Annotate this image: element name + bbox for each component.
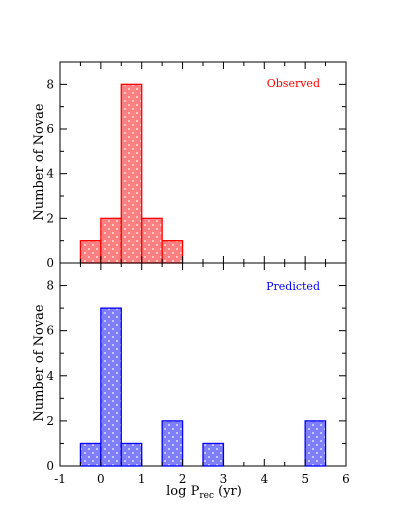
x-ticks-observed bbox=[59, 62, 347, 263]
x-axis-label-subscript: rec bbox=[199, 491, 214, 501]
y-tick-label: 4 bbox=[46, 167, 54, 181]
y-tick-label: 0 bbox=[46, 459, 54, 473]
y-axis-label-observed: Number of Novae bbox=[32, 103, 47, 221]
x-tick-label: 2 bbox=[179, 472, 187, 486]
histogram-bar-predicted-5 bbox=[304, 420, 327, 467]
y-tick-label: 6 bbox=[46, 324, 54, 338]
bars-predicted bbox=[79, 307, 327, 467]
y-tick-label: 0 bbox=[46, 256, 54, 270]
histogram-bar-observed-0 bbox=[79, 240, 102, 264]
x-axis-label: log Prec (yr) bbox=[166, 484, 242, 501]
y-tick-label: 8 bbox=[46, 279, 54, 293]
histogram-bar-predicted-4 bbox=[202, 442, 225, 467]
y-ticks-observed: 0 2 4 6 8 bbox=[46, 61, 346, 270]
legend-observed: Observed bbox=[267, 77, 320, 90]
histogram-bar-predicted-3 bbox=[161, 420, 184, 467]
bars-observed bbox=[79, 83, 184, 264]
y-tick-label: 2 bbox=[46, 414, 54, 428]
y-tick-label: 6 bbox=[46, 122, 54, 136]
y-axis-label-predicted: Number of Novae bbox=[32, 304, 47, 422]
x-axis-label-main: log P bbox=[166, 484, 199, 499]
histogram-bar-observed-4 bbox=[161, 240, 184, 264]
x-tick-label: 4 bbox=[260, 472, 268, 486]
histogram-bar-observed-2 bbox=[120, 83, 143, 264]
histogram-bar-predicted-0 bbox=[79, 442, 102, 467]
histogram-bar-observed-1 bbox=[100, 217, 122, 264]
x-tick-label: 0 bbox=[97, 472, 105, 486]
y-tick-label: 8 bbox=[46, 77, 54, 91]
x-tick-label: 5 bbox=[301, 472, 309, 486]
x-ticks-predicted: -1 0 1 2 3 4 5 6 bbox=[54, 263, 350, 486]
x-tick-label: 3 bbox=[220, 472, 228, 486]
histogram-bar-observed-3 bbox=[141, 217, 163, 264]
histogram-bar-predicted-1 bbox=[100, 307, 122, 467]
y-ticks-predicted: 0 2 4 6 8 bbox=[46, 262, 346, 473]
histogram-bar-predicted-2 bbox=[120, 442, 143, 467]
panel-observed: 0 2 4 6 8 Observed Number of Novae bbox=[32, 61, 347, 270]
x-tick-label: -1 bbox=[54, 472, 66, 486]
x-axis-label-unit: (yr) bbox=[214, 484, 242, 499]
y-tick-label: 2 bbox=[46, 211, 54, 225]
x-tick-label: 6 bbox=[342, 472, 350, 486]
y-tick-label: 4 bbox=[46, 369, 54, 383]
x-tick-label: 1 bbox=[138, 472, 146, 486]
legend-predicted: Predicted bbox=[266, 280, 320, 293]
